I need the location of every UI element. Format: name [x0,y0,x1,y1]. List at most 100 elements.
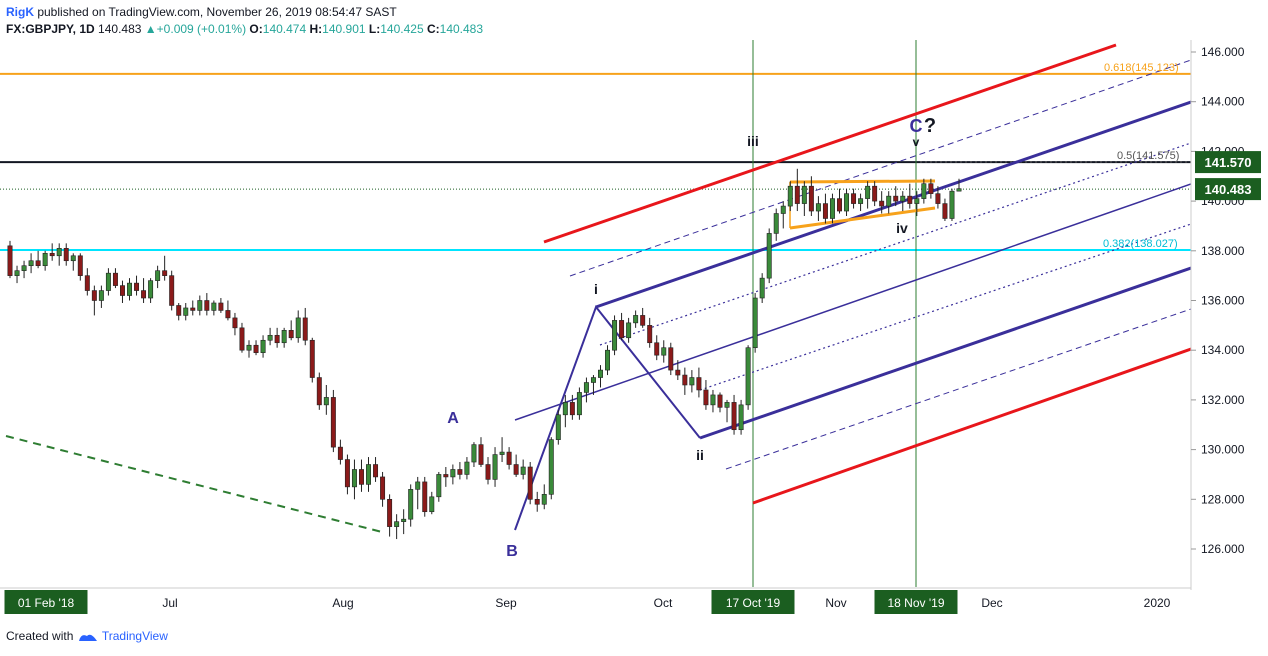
candle[interactable] [907,183,913,209]
candle[interactable] [605,345,610,376]
candle[interactable] [689,370,695,393]
candle[interactable] [162,255,168,281]
candle[interactable] [928,178,934,199]
candle[interactable] [548,437,554,500]
candle[interactable] [464,457,470,480]
candle[interactable] [387,494,393,537]
candle[interactable] [443,466,449,487]
candle[interactable] [682,367,688,395]
candle[interactable] [49,243,55,261]
candle[interactable] [626,317,632,343]
candle[interactable] [316,372,322,410]
candle[interactable] [380,471,386,507]
candle[interactable] [323,384,329,415]
candle[interactable] [492,447,498,487]
candle[interactable] [562,394,568,428]
candle[interactable] [555,409,561,445]
candle[interactable] [246,340,252,358]
candle[interactable] [633,310,639,328]
candle[interactable] [373,457,379,482]
symbol-label[interactable]: FX:GBPJPY, 1D [6,22,95,36]
candle[interactable] [773,208,779,241]
candle[interactable] [766,228,772,284]
candle[interactable] [169,270,175,311]
candle[interactable] [337,439,343,465]
candle[interactable] [225,300,231,321]
candle[interactable] [70,253,76,271]
candle[interactable] [590,375,596,395]
candle[interactable] [696,367,702,398]
candle[interactable] [218,298,224,313]
candle[interactable] [745,345,751,410]
candle[interactable] [260,335,266,358]
candle[interactable] [893,186,899,207]
candle[interactable] [921,178,927,204]
candle[interactable] [134,275,140,296]
candle[interactable] [457,462,463,480]
candle[interactable] [359,459,364,492]
candle[interactable] [583,377,589,403]
candle[interactable] [197,295,203,316]
candle[interactable] [422,476,428,517]
candle[interactable] [366,457,371,492]
candle[interactable] [190,300,196,316]
candle[interactable] [759,273,765,303]
candle[interactable] [815,196,821,221]
candle[interactable] [436,471,442,502]
candle[interactable] [239,322,245,353]
candle[interactable] [654,335,660,361]
candle[interactable] [956,178,962,192]
candle[interactable] [485,457,491,485]
candle[interactable] [155,265,161,289]
candle[interactable] [569,394,575,420]
candle[interactable] [14,265,20,284]
candle[interactable] [794,168,800,212]
candle[interactable] [232,312,238,336]
candle[interactable] [119,280,125,303]
candle[interactable] [865,181,871,209]
candle[interactable] [668,342,674,376]
candle[interactable] [710,389,716,413]
candle[interactable] [780,201,786,229]
candle[interactable] [801,181,807,217]
candle[interactable] [612,315,618,356]
candle[interactable] [534,491,540,512]
candle[interactable] [499,437,505,463]
candle[interactable] [647,317,653,348]
candle[interactable] [661,340,667,363]
candle[interactable] [112,268,118,289]
candle[interactable] [42,250,48,271]
candle[interactable] [935,186,941,209]
candle[interactable] [619,312,625,341]
candle[interactable] [253,340,259,356]
candle[interactable] [408,484,414,527]
candle[interactable] [35,250,41,269]
candle[interactable] [640,307,646,328]
candle[interactable] [176,302,182,321]
candle[interactable] [63,243,69,266]
candle[interactable] [295,310,301,343]
candle[interactable] [56,243,62,266]
candle[interactable] [204,293,210,316]
candle[interactable] [837,188,842,214]
candle[interactable] [77,253,83,281]
candle[interactable] [91,285,97,316]
candle[interactable] [808,176,814,217]
candle[interactable] [274,327,280,348]
candle[interactable] [731,394,737,435]
candle[interactable] [7,240,13,279]
candle[interactable] [28,253,34,274]
candle[interactable] [21,260,27,279]
candle[interactable] [527,462,533,505]
candle[interactable] [703,380,709,410]
candle[interactable] [394,514,400,540]
candle[interactable] [281,327,287,348]
candle[interactable] [351,459,357,500]
candle[interactable] [148,278,154,303]
candle[interactable] [84,268,90,296]
candle[interactable] [506,447,512,470]
candle[interactable] [141,278,147,303]
candle[interactable] [675,360,681,381]
candle[interactable] [858,193,864,212]
